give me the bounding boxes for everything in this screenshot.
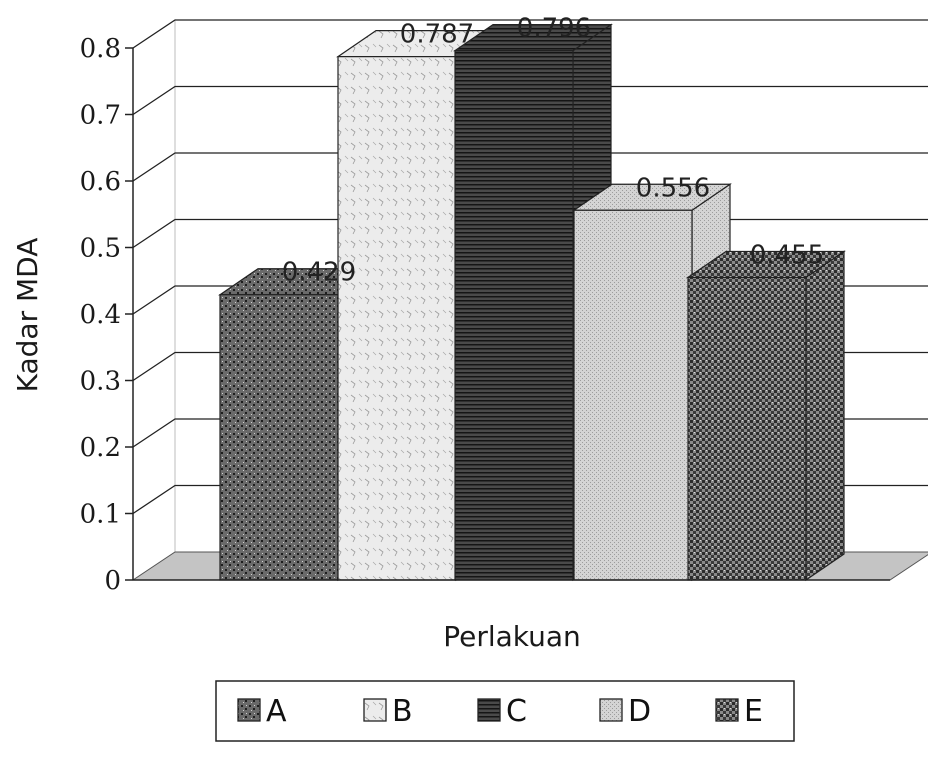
y-axis-title: Kadar MDA xyxy=(11,238,44,393)
bar-side xyxy=(805,250,845,582)
gridline xyxy=(132,19,928,49)
data-label-B: 0.787 xyxy=(400,20,474,50)
y-tick-label: 0.8 xyxy=(80,34,121,64)
data-label-E: 0.455 xyxy=(750,240,824,270)
bar-front xyxy=(337,56,457,581)
legend-label: A xyxy=(266,694,287,729)
bar-E xyxy=(686,250,846,582)
legend-swatch xyxy=(237,698,261,722)
legend-label: D xyxy=(628,694,651,729)
legend-label: C xyxy=(506,694,527,729)
bar-front xyxy=(687,276,807,581)
y-tick-label: 0.1 xyxy=(80,500,121,530)
y-tick-label: 0.6 xyxy=(80,167,121,197)
y-tick-label: 0.2 xyxy=(80,433,121,463)
legend-item-C: C xyxy=(477,694,527,729)
x-axis-title: Perlakuan xyxy=(443,620,581,653)
data-label-C: 0.796 xyxy=(517,14,591,44)
bar-front xyxy=(573,209,693,581)
legend-swatch xyxy=(715,698,739,722)
legend-label: E xyxy=(744,694,763,729)
y-tick-label: 0.5 xyxy=(80,234,121,264)
y-tick-label: 0 xyxy=(104,566,121,596)
legend-swatch xyxy=(477,698,501,722)
data-label-D: 0.556 xyxy=(636,173,710,203)
y-axis: 0 0.1 0.2 0.3 0.4 0.5 0.6 0.7 0.8 xyxy=(80,34,890,596)
data-label-A: 0.429 xyxy=(282,258,356,288)
bar-front xyxy=(219,294,339,581)
y-tick-label: 0.4 xyxy=(80,300,121,330)
legend-swatch xyxy=(363,698,387,722)
legend-label: B xyxy=(392,694,413,729)
legend: A B C D E xyxy=(215,680,795,742)
bars xyxy=(218,23,846,582)
legend-box xyxy=(215,680,795,742)
legend-item-D: D xyxy=(599,694,651,729)
bar-front xyxy=(454,50,574,581)
legend-item-E: E xyxy=(715,694,763,729)
legend-swatch xyxy=(599,698,623,722)
gridline xyxy=(132,152,928,182)
legend-item-A: A xyxy=(237,694,287,729)
y-tick-label: 0.7 xyxy=(80,101,121,131)
legend-item-B: B xyxy=(363,694,413,729)
y-tick-label: 0.3 xyxy=(80,367,121,397)
data-labels: 0.429 0.787 0.796 0.556 0.455 xyxy=(282,14,824,288)
gridline xyxy=(132,85,928,116)
